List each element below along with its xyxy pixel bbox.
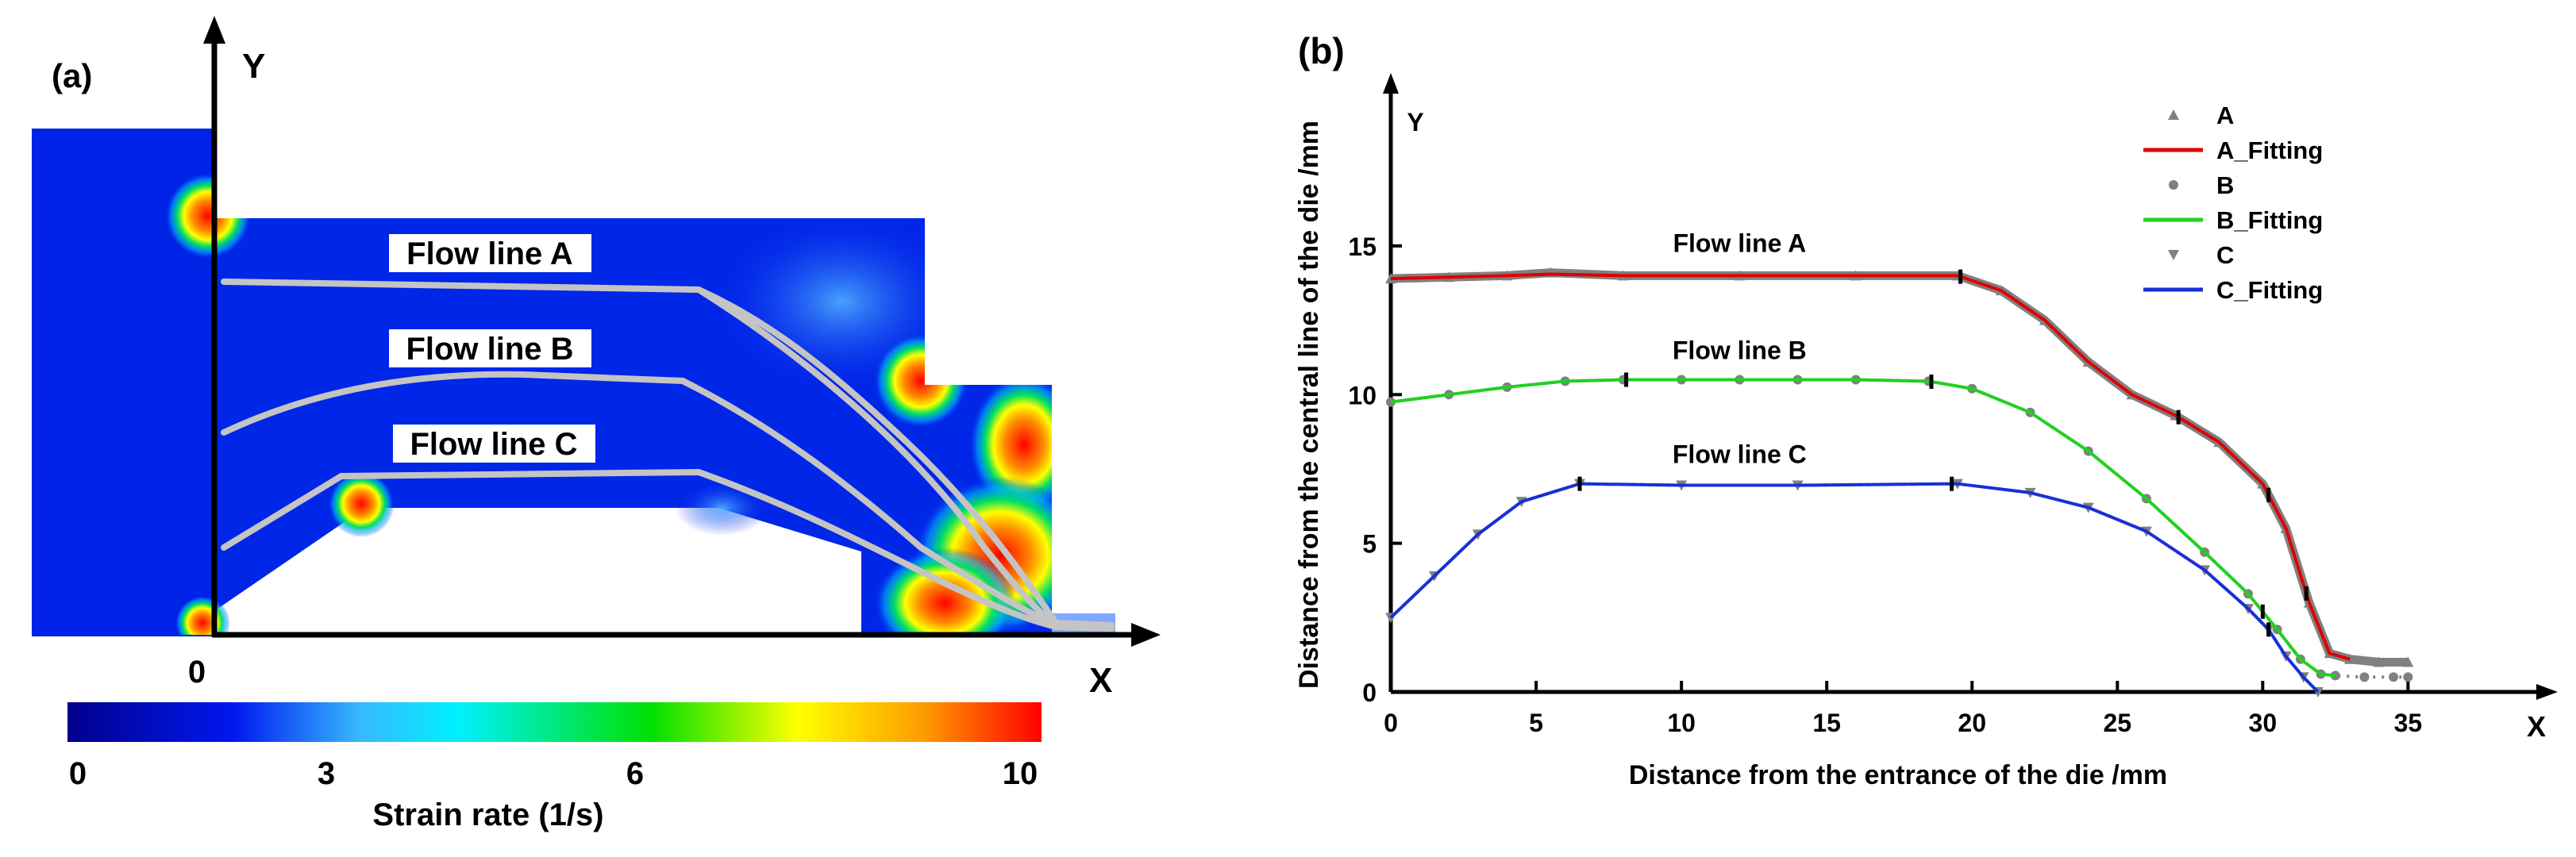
panel-b-label: (b)	[1298, 30, 1345, 71]
legend-label: C_Fitting	[2216, 276, 2323, 304]
x-tick-label: 20	[1958, 709, 1986, 737]
flow-path-a	[221, 279, 1115, 628]
series-C_Fitting	[1389, 482, 2320, 694]
panel-a-origin-label: 0	[188, 655, 206, 690]
y-tick-label: 10	[1348, 381, 1377, 409]
legend-marker	[2168, 250, 2179, 260]
x-tick-label: 10	[1667, 709, 1696, 737]
flow-path-b	[221, 371, 1115, 630]
marker-point	[2373, 656, 2385, 667]
panel-a-y-label: Y	[242, 47, 265, 86]
y-tick-label: 5	[1362, 530, 1377, 559]
legend-label: C	[2216, 241, 2234, 269]
x-axis-arrow	[2536, 684, 2558, 700]
y-tick-label: 0	[1362, 678, 1377, 707]
flow-path-a-ext	[695, 286, 1059, 628]
annotation-flow-line-c: Flow line C	[1673, 440, 1807, 468]
marker-point	[2389, 672, 2399, 682]
marker-point	[2403, 672, 2413, 682]
x-tick-label: 30	[2249, 709, 2278, 737]
series-B-markers	[1390, 378, 2409, 679]
colorbar-tick-10: 10	[1003, 756, 1038, 791]
marker-point	[2359, 672, 2370, 682]
x-axis-label: Distance from the entrance of the die /m…	[1629, 760, 2167, 790]
series-B_Fitting	[1390, 378, 2336, 678]
colorbar-title: Strain rate (1/s)	[372, 797, 603, 832]
annotation-flow-line-a: Flow line A	[1673, 229, 1806, 257]
y-axis-label: Distance from the central line of the di…	[1294, 121, 1324, 689]
die-strain-field: Flow line A Flow line B Flow line C	[32, 129, 1115, 636]
colorbar-tick-0: 0	[69, 756, 87, 791]
x-axis-letter: X	[2527, 710, 2546, 743]
y-tick-label: 15	[1348, 233, 1377, 261]
y-axis-arrow	[1383, 73, 1399, 94]
flow-label-c: Flow line C	[393, 425, 595, 463]
colorbar-gradient	[67, 702, 1042, 742]
colorbar-tick-3: 3	[318, 756, 335, 791]
legend-label: A	[2216, 102, 2234, 129]
flow-label-a: Flow line A	[389, 234, 591, 272]
colorbar-tick-6: 6	[626, 756, 644, 791]
legend-marker	[2168, 110, 2179, 120]
panel-a-x-arrow	[1131, 623, 1161, 647]
legend-label: B	[2216, 171, 2234, 199]
panel-a-y-arrow	[203, 16, 225, 44]
marker-point	[2402, 656, 2414, 667]
panel-a-label: (a)	[52, 57, 92, 94]
legend-label: A_Fitting	[2216, 136, 2323, 164]
panel-a-axes: Y X 0	[188, 16, 1161, 700]
line-chart: X Y 0 5 10 15 20 25 30 35 0 5 10 15 Distance from the …	[1294, 73, 2558, 790]
x-tick-label: 5	[1529, 709, 1543, 737]
colorbar: 0 3 6 10 Strain rate (1/s)	[67, 702, 1042, 832]
svg-text:Flow line A: Flow line A	[406, 236, 573, 271]
x-tick-label: 0	[1384, 709, 1398, 737]
x-tick-label: 35	[2394, 709, 2423, 737]
svg-text:Flow line B: Flow line B	[406, 332, 573, 367]
flow-path-c	[221, 468, 1115, 632]
flow-line-paths	[221, 279, 1115, 632]
x-tick-label: 25	[2103, 709, 2131, 737]
annotation-flow-line-b: Flow line B	[1673, 336, 1807, 364]
series-A_Fitting	[1390, 272, 2351, 661]
x-tick-label: 15	[1812, 709, 1841, 737]
svg-text:Flow line C: Flow line C	[410, 427, 577, 462]
flow-label-b: Flow line B	[389, 329, 591, 367]
y-axis-letter: Y	[1407, 108, 1423, 136]
legend-label: B_Fitting	[2216, 206, 2323, 234]
panel-a-x-label: X	[1089, 661, 1112, 700]
legend-marker	[2169, 180, 2178, 190]
series-C-markers	[1389, 482, 2320, 694]
